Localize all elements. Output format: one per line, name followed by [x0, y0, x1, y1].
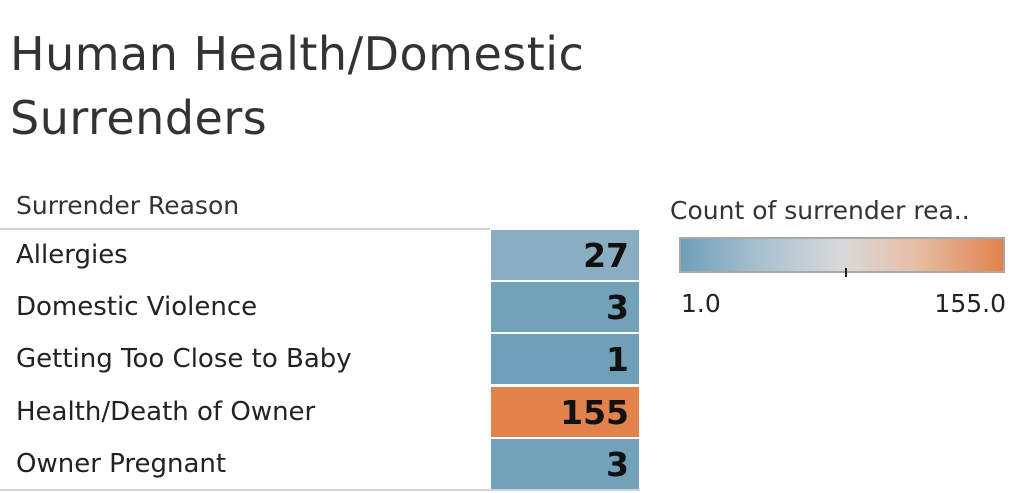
- table-row[interactable]: Domestic Violence 3: [0, 282, 640, 333]
- value-cell[interactable]: 155: [491, 386, 639, 437]
- cell-value: 1: [606, 340, 629, 380]
- value-cell[interactable]: 3: [491, 438, 639, 489]
- row-label: Health/Death of Owner: [16, 396, 316, 427]
- row-label: Allergies: [16, 240, 128, 270]
- value-cell[interactable]: 1: [491, 334, 639, 385]
- value-cell[interactable]: 3: [491, 282, 639, 333]
- color-legend-bar[interactable]: [679, 237, 1005, 273]
- column-header: Surrender Reason: [16, 191, 240, 220]
- chart-title-line-1: Human Health/Domestic: [10, 27, 585, 81]
- cell-value: 27: [583, 236, 629, 275]
- table-row[interactable]: Allergies 27: [0, 230, 640, 280]
- legend-center-tick: [845, 268, 847, 277]
- legend-min-label: 1.0: [681, 289, 721, 318]
- cell-value: 155: [560, 392, 629, 432]
- row-label: Owner Pregnant: [16, 448, 227, 479]
- table-row[interactable]: Health/Death of Owner 155: [0, 386, 640, 437]
- row-label: Domestic Violence: [16, 292, 258, 323]
- chart-title: Human Health/Domestic Surrenders: [10, 22, 584, 150]
- chart-title-line-2: Surrenders: [10, 91, 268, 145]
- table-bottom-divider: [0, 489, 640, 491]
- cell-value: 3: [606, 288, 629, 328]
- value-cell[interactable]: 27: [491, 230, 639, 280]
- legend-title: Count of surrender rea..: [670, 196, 970, 225]
- cell-value: 3: [606, 444, 629, 484]
- table-row[interactable]: Getting Too Close to Baby 1: [0, 334, 640, 385]
- legend-max-label: 155.0: [934, 289, 1006, 318]
- table-top-divider: [0, 228, 490, 230]
- table-row[interactable]: Owner Pregnant 3: [0, 438, 640, 489]
- row-label: Getting Too Close to Baby: [16, 344, 352, 375]
